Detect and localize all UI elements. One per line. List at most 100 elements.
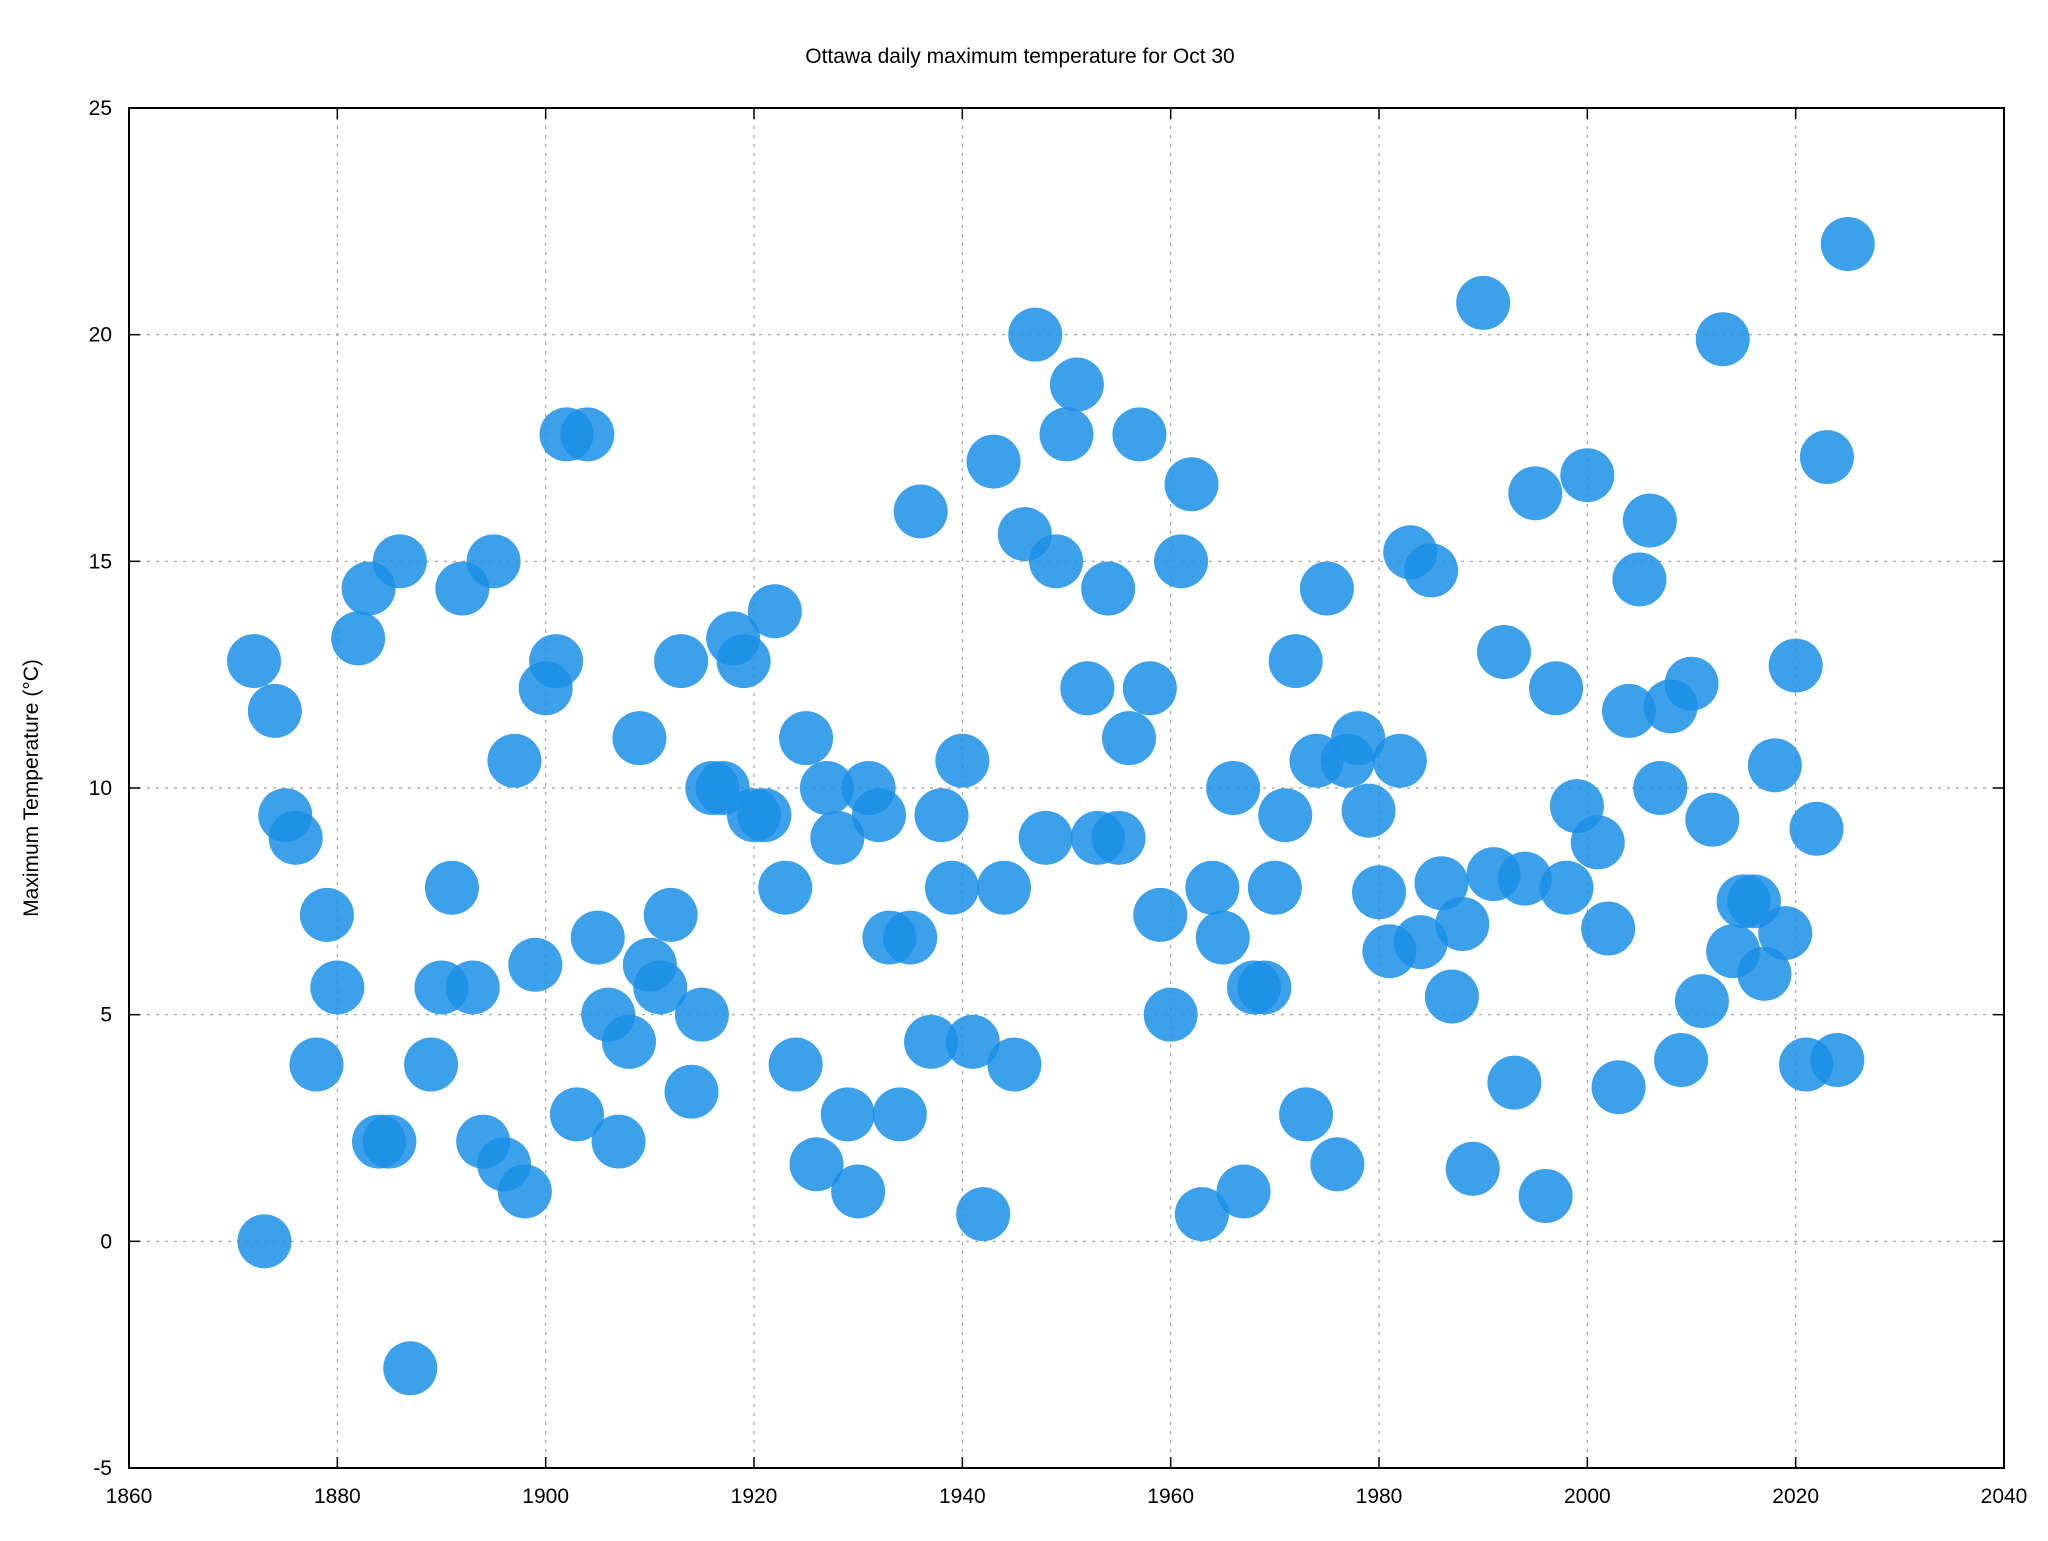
data-point	[1810, 1033, 1865, 1087]
data-point	[1372, 733, 1427, 788]
data-point	[852, 788, 906, 843]
data-point	[1581, 901, 1636, 956]
data-point	[966, 434, 1021, 489]
data-point	[1674, 974, 1729, 1029]
data-point	[820, 1087, 875, 1142]
data-point	[643, 887, 698, 942]
data-point	[237, 1214, 292, 1269]
data-point	[1206, 761, 1261, 815]
data-point	[424, 860, 479, 915]
data-point	[331, 611, 386, 666]
data-point	[1487, 1055, 1542, 1110]
data-point	[1310, 1137, 1365, 1192]
data-point	[1456, 275, 1511, 330]
data-point	[1654, 1033, 1709, 1087]
data-point	[466, 534, 521, 589]
x-tick-label: 2020	[1772, 1485, 1819, 1508]
x-tick-label: 1940	[939, 1485, 986, 1508]
data-point	[268, 810, 323, 865]
data-point	[789, 1137, 844, 1192]
y-tick-label: 20	[89, 324, 112, 347]
data-point	[591, 1114, 646, 1169]
data-point	[508, 937, 563, 992]
data-point	[883, 910, 938, 965]
data-point	[299, 887, 354, 942]
data-point	[758, 860, 813, 915]
data-point	[602, 1014, 656, 1069]
data-point	[1133, 887, 1188, 942]
data-point	[247, 683, 302, 738]
data-point	[310, 960, 365, 1015]
data-point	[1008, 307, 1063, 362]
data-point	[1039, 407, 1094, 462]
data-point	[747, 584, 802, 639]
y-tick-label: 0	[100, 1230, 112, 1253]
data-point	[1112, 407, 1167, 462]
data-point	[1060, 661, 1115, 716]
data-point	[1591, 1060, 1646, 1115]
data-point	[570, 910, 625, 965]
data-point	[1799, 430, 1854, 485]
data-point	[1393, 915, 1448, 970]
data-point	[1497, 851, 1552, 906]
data-point	[945, 1014, 1000, 1069]
data-point	[654, 634, 709, 689]
data-point	[1747, 738, 1802, 793]
x-tick-label: 1880	[314, 1485, 361, 1508]
data-point	[1529, 661, 1584, 716]
x-tick-label: 2000	[1564, 1485, 1611, 1508]
data-point	[497, 1164, 552, 1219]
data-point	[1258, 788, 1313, 843]
data-point	[1279, 1087, 1334, 1142]
data-point	[1164, 457, 1219, 512]
data-point	[716, 634, 771, 689]
data-point	[1352, 865, 1406, 920]
x-tick-label: 1980	[1356, 1485, 1403, 1508]
data-point	[1612, 552, 1667, 607]
data-point	[1445, 1141, 1500, 1196]
data-point	[956, 1187, 1011, 1242]
data-point	[1143, 987, 1198, 1042]
data-point	[737, 788, 792, 843]
data-point	[1049, 357, 1104, 412]
data-point	[935, 733, 990, 788]
data-point	[1091, 810, 1146, 865]
data-point	[1539, 860, 1594, 915]
data-point	[1508, 466, 1563, 521]
data-point	[487, 733, 542, 788]
data-point	[779, 711, 834, 766]
data-point	[1029, 534, 1084, 589]
data-point	[1195, 910, 1250, 965]
data-point	[1268, 634, 1323, 689]
data-point	[1081, 561, 1136, 616]
data-point	[977, 860, 1031, 915]
data-point	[664, 1064, 719, 1119]
data-point	[768, 1037, 823, 1092]
data-point	[914, 788, 969, 843]
data-point	[1685, 792, 1740, 847]
grid-layer	[129, 108, 2004, 1468]
data-point	[529, 634, 584, 689]
data-point	[633, 960, 688, 1015]
data-point	[445, 960, 500, 1015]
data-point	[383, 1341, 438, 1396]
data-point	[1102, 711, 1156, 766]
data-point	[1695, 312, 1750, 367]
data-point	[1018, 810, 1073, 865]
data-point	[1237, 960, 1292, 1015]
data-point	[1737, 946, 1792, 1001]
data-point	[1758, 906, 1813, 961]
data-point	[810, 810, 865, 865]
y-tick-label: -5	[93, 1457, 112, 1480]
data-point	[1247, 860, 1302, 915]
data-point	[924, 860, 979, 915]
data-point	[1414, 856, 1469, 911]
data-point	[904, 1014, 959, 1069]
x-tick-label: 1920	[731, 1485, 778, 1508]
data-point	[1477, 625, 1531, 679]
data-point	[1435, 897, 1490, 951]
y-tick-label: 5	[100, 1004, 112, 1027]
y-tick-label: 25	[89, 97, 112, 120]
